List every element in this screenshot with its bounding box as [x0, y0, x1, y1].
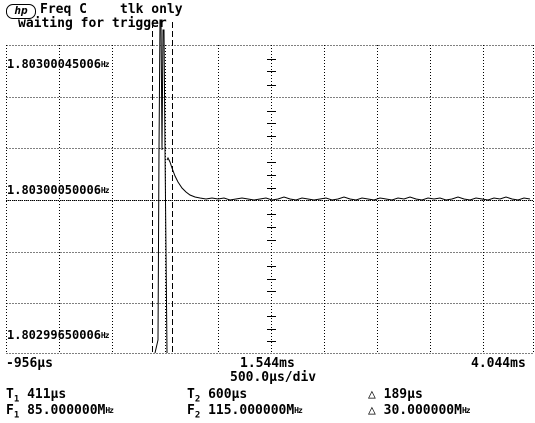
- mode-label: tlk only: [120, 2, 183, 17]
- marker-f1-readout: F1 85.000000MHz: [6, 403, 114, 421]
- xaxis-right: 4.044ms: [471, 356, 526, 371]
- channel-title: Freq C: [40, 2, 87, 17]
- time-scale: 500.0µs/div: [230, 370, 317, 385]
- delta-icon: △: [368, 403, 376, 418]
- marker-t2-readout: T2 600µs: [187, 387, 248, 405]
- hp-logo: hp: [6, 4, 36, 19]
- xaxis-center: 1.544ms: [240, 356, 295, 371]
- xaxis-left: -956µs: [6, 356, 53, 371]
- ylabel-middle: 1.80300050006Hz: [7, 183, 110, 197]
- delta-f-readout: △ 30.000000MHz: [368, 403, 471, 418]
- trigger-status: waiting for trigger: [18, 16, 167, 31]
- delta-icon: △: [368, 387, 376, 402]
- marker-t1-readout: T1 411µs: [6, 387, 67, 405]
- marker-f2-readout: F2 115.000000MHz: [187, 403, 303, 421]
- ylabel-top: 1.80300045006Hz: [7, 57, 110, 71]
- frequency-trace: [154, 19, 531, 354]
- ylabel-bottom: 1.80299650006Hz: [7, 328, 110, 342]
- delta-t-readout: △ 189µs: [368, 387, 423, 402]
